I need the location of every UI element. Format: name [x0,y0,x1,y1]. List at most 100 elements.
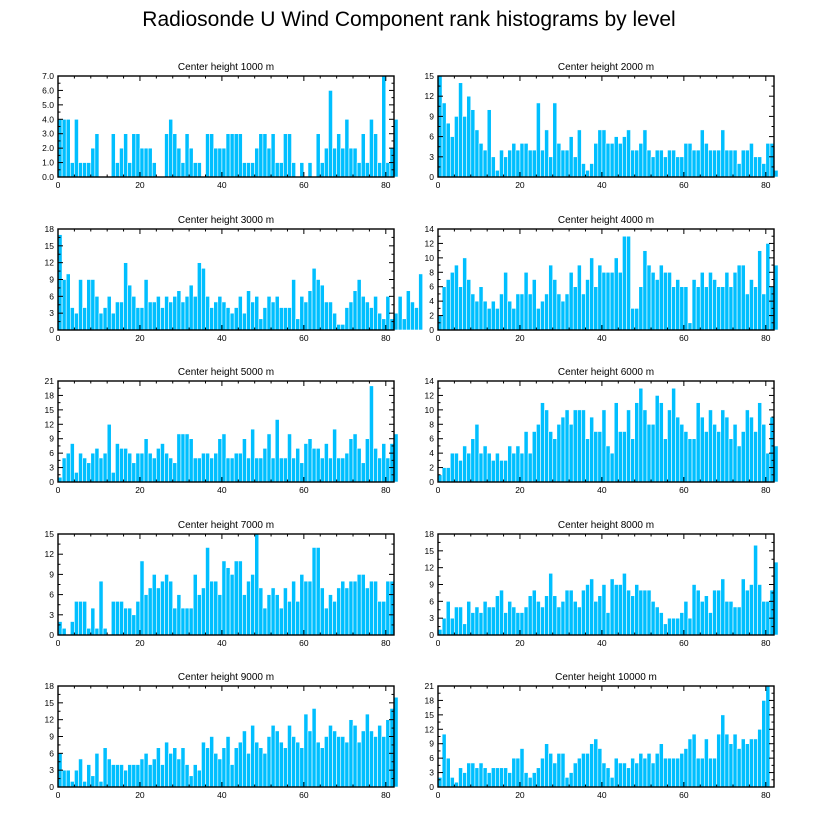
histogram-bar [577,606,582,636]
histogram-bar [511,308,517,331]
histogram-bar [720,129,726,178]
histogram-bar [572,601,578,636]
histogram-bar [552,762,558,788]
histogram-bar [568,423,574,483]
histogram-bar [168,301,174,331]
y-tick-label: 6 [429,132,434,142]
histogram-bar [691,149,697,178]
histogram-bar [462,772,467,788]
histogram-panel: Center height 5000 m 0 20 40 60 80 0 3 6 9 12 15 18 2… [45,367,399,495]
histogram-bar [291,580,296,636]
histogram-bar [617,271,623,331]
y-tick-label: 6 [49,590,54,600]
histogram-bar [164,452,169,483]
histogram-bar [369,730,374,788]
histogram-bar [250,301,255,331]
histogram-bar [205,547,210,636]
histogram-bar [168,118,174,178]
y-tick-label: 18 [45,681,55,691]
histogram-bar [344,118,350,178]
histogram-bar [745,409,750,483]
histogram-bar [638,387,644,483]
x-tick-label: 20 [135,638,145,648]
histogram-bar [511,143,517,178]
histogram-bar [74,118,79,178]
y-tick-label: 3 [49,610,54,620]
histogram-bar [283,307,288,331]
x-tick-label: 80 [761,485,771,495]
histogram-bar [369,385,374,483]
histogram-bar [102,307,108,331]
histogram-bar [663,623,668,636]
histogram-bar [352,580,358,636]
histogram-bar [315,448,321,483]
histogram-bar [65,273,71,331]
histogram-bar [650,423,656,483]
histogram-bar [466,601,472,636]
histogram-bar [274,296,280,331]
histogram-bar [319,747,325,788]
histogram-bar [527,293,533,331]
histogram-panel: Center height 3000 m 0 20 40 60 80 0 3 6 9 12 15 18 [45,215,423,343]
histogram-bar [577,757,582,788]
histogram-bar [410,301,415,331]
y-tick-label: 6 [429,753,434,763]
histogram-bar [658,264,664,331]
histogram-bar [720,409,726,483]
histogram-bar [209,307,215,331]
histogram-bar [156,296,161,331]
histogram-bar [373,133,378,178]
histogram-bar [548,264,554,331]
histogram-bar [716,286,722,331]
histogram-bar [209,580,215,636]
histogram-bar [131,764,137,788]
histogram-bar [139,452,145,483]
histogram-bar [229,457,235,483]
histogram-bar [757,250,763,331]
histogram-bar [683,748,689,788]
histogram-bar [724,149,730,178]
histogram-bar [626,589,631,636]
histogram-bar [348,580,354,636]
x-tick-label: 20 [135,180,145,190]
histogram-bar [205,452,210,483]
histogram-bar [65,118,71,178]
histogram-bar [377,312,383,331]
x-tick-label: 80 [381,638,391,648]
histogram-bar [507,601,513,636]
histogram-bar [131,462,137,483]
histogram-bar [654,395,660,483]
histogram-bar [503,271,508,331]
histogram-bar [299,462,305,483]
panel-title: Center height 9000 m [178,672,274,683]
histogram-bar [478,612,484,636]
histogram-bar [720,714,726,788]
x-tick-label: 0 [56,180,61,190]
histogram-bar [69,307,75,331]
histogram-bar [381,443,387,483]
histogram-bar [414,307,419,331]
histogram-bar [188,147,194,178]
histogram-bar [736,445,742,483]
x-tick-label: 80 [761,790,771,800]
histogram-bar [160,443,165,483]
histogram-bar [470,293,476,331]
histogram-bar [233,133,239,178]
panel-title: Center height 5000 m [178,367,274,378]
histogram-bar [205,296,210,331]
histogram-bar [102,747,108,788]
x-tick-label: 40 [597,180,607,190]
histogram-bar [458,460,463,483]
histogram-bar [291,736,296,788]
histogram-bar [577,264,582,331]
histogram-bar [745,149,750,178]
histogram-bar [365,438,370,483]
histogram-bar [667,271,672,331]
histogram-bar [381,75,387,178]
histogram-bar [156,747,161,788]
histogram-bar [572,156,578,178]
histogram-bar [724,271,730,331]
histogram-bar [740,431,746,483]
histogram-bar [515,757,521,788]
histogram-bar [609,271,615,331]
